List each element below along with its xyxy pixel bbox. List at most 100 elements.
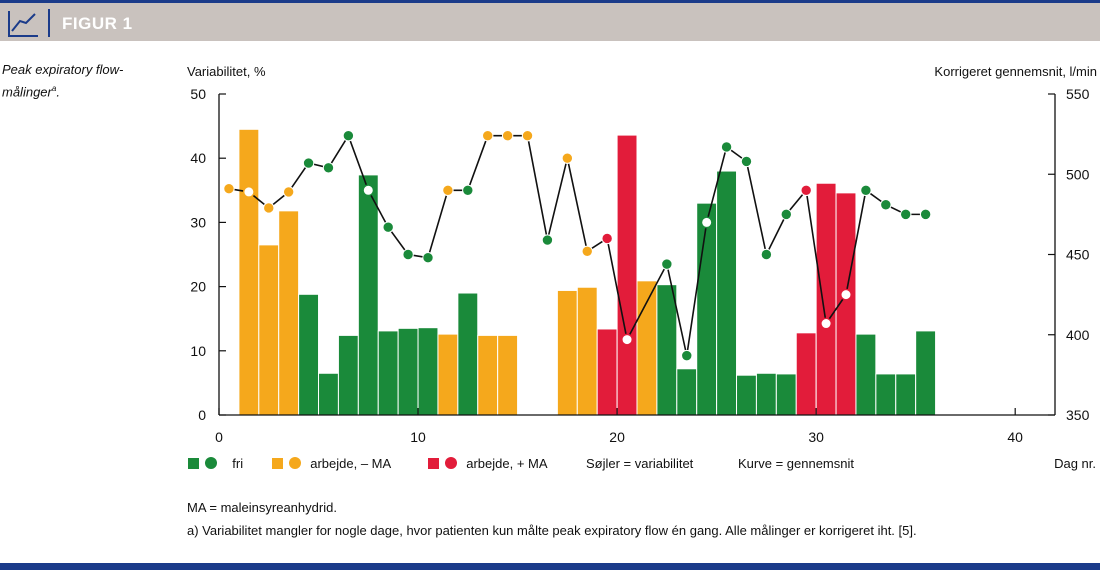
right-tick-label: 550 [1066, 86, 1090, 102]
bar [278, 210, 300, 416]
x-tick-label: 0 [215, 429, 223, 445]
bar [736, 374, 757, 416]
line-point [900, 208, 912, 221]
figure-label: FIGUR 1 [62, 14, 133, 33]
caption-superscript: a [51, 84, 57, 93]
bar [357, 174, 379, 416]
right-tick-label: 400 [1066, 327, 1090, 343]
line-point [521, 130, 534, 142]
line-point [700, 216, 713, 229]
legend-swatch-square-arbejde-plus-ma [428, 458, 439, 469]
x-tick-label: 40 [1007, 429, 1023, 445]
bar [855, 333, 877, 416]
figure-header: FIGUR 1 [0, 3, 1100, 41]
footnote-a: a) Variabilitet mangler for nogle dage, … [187, 523, 917, 538]
x-tick-label: 20 [609, 429, 625, 445]
bar [596, 328, 618, 416]
right-tick-label: 500 [1066, 166, 1090, 182]
line-point [621, 333, 633, 346]
figure-caption: Peak expiratory flow-målingera. [2, 62, 124, 100]
x-axis-title: Dag nr. [1054, 456, 1096, 471]
left-tick-label: 40 [190, 150, 206, 166]
line-point [681, 349, 693, 362]
line-point [541, 234, 554, 246]
left-tick-label: 10 [190, 343, 206, 359]
bar [915, 330, 937, 416]
bar [397, 327, 419, 416]
bar [716, 170, 738, 416]
bar [477, 334, 499, 416]
line-point [501, 130, 514, 142]
chart: 0 10 20 30 40 50 350 400 450 500 550 0 10 20 30 40 [190, 86, 1090, 445]
bar [377, 330, 399, 416]
right-tick-label: 450 [1066, 247, 1090, 263]
legend-line-note: Kurve = gennemsnit [738, 456, 854, 471]
line-point [382, 221, 394, 233]
bar [795, 332, 817, 416]
bar [298, 293, 320, 416]
line-point [919, 208, 932, 221]
line-point [362, 184, 375, 197]
x-tick-label: 30 [808, 429, 824, 445]
legend-label-fri: fri [232, 456, 244, 471]
line-point [402, 248, 414, 261]
bar [497, 334, 519, 416]
legend-swatch-square-fri [188, 458, 199, 469]
bar [676, 368, 698, 416]
line-point [860, 184, 872, 197]
figure-header-divider [48, 9, 50, 37]
line-point [462, 184, 474, 197]
legend-swatch-dot-arbejde-plus-ma [444, 457, 457, 469]
line-point [242, 186, 255, 198]
bar [875, 373, 897, 416]
legend-arbejde-plus-ma: arbejde, + MA [428, 456, 548, 471]
line-point [601, 232, 613, 245]
footnote-abbreviation: MA = maleinsyreanhydrid. [187, 500, 337, 515]
line-point [720, 141, 733, 153]
bar [457, 292, 479, 416]
bar [556, 289, 578, 416]
line-point [581, 245, 593, 257]
legend-bars-note: Søjler = variabilitet [586, 456, 694, 471]
legend-label-arbejde-plus-ma: arbejde, + MA [466, 456, 548, 471]
line-point [263, 202, 275, 214]
line-point [561, 152, 574, 164]
line-point [282, 186, 295, 198]
bar [895, 373, 917, 416]
top-rule [0, 0, 1100, 3]
legend-fri: fri [188, 456, 243, 471]
line-point [302, 157, 315, 169]
left-tick-label: 0 [198, 407, 206, 423]
legend-label-arbejde-minus-ma: arbejde, – MA [310, 456, 392, 471]
left-tick-label: 30 [190, 214, 206, 230]
legend-swatch-dot-fri [204, 457, 217, 469]
line-point [840, 288, 852, 301]
bar [238, 128, 260, 416]
bar [318, 372, 339, 416]
line-point [342, 130, 355, 142]
bottom-rule [0, 563, 1100, 570]
bar [755, 372, 777, 416]
line-point [223, 182, 235, 195]
legend-arbejde-minus-ma: arbejde, – MA [272, 456, 391, 471]
line-point [322, 162, 335, 174]
bar [696, 202, 718, 416]
bar [775, 373, 797, 416]
left-tick-label: 50 [190, 86, 206, 102]
line-point [442, 184, 454, 197]
line-point [880, 199, 892, 211]
points-group [223, 130, 932, 362]
bar [815, 182, 837, 416]
bar [437, 333, 459, 416]
line-point [820, 317, 832, 330]
caption-text: Peak expiratory flow-målinger [2, 62, 124, 100]
line-point [800, 184, 812, 197]
line-point [760, 248, 773, 261]
left-axis-title: Variabilitet, % [187, 64, 266, 79]
bar [576, 286, 598, 416]
bar [656, 284, 678, 416]
x-tick-label: 10 [410, 429, 426, 445]
bar [258, 244, 280, 416]
line-point [422, 252, 434, 264]
legend-swatch-square-arbejde-minus-ma [272, 458, 283, 469]
